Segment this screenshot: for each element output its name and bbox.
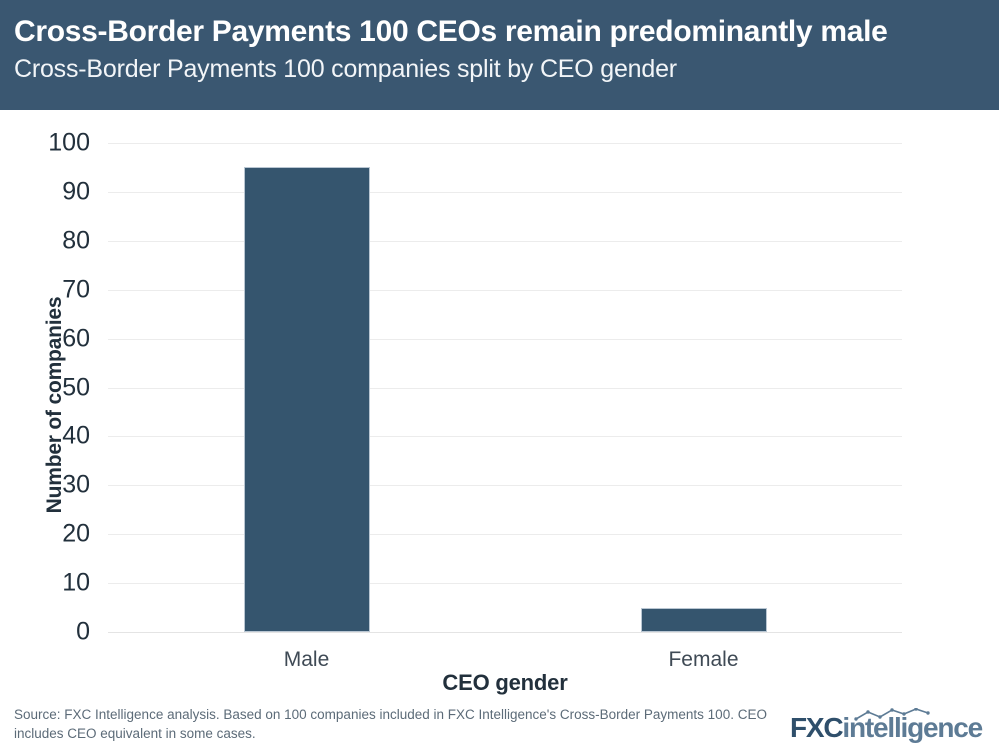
y-tick-label: 90 xyxy=(62,177,90,206)
x-axis-title: CEO gender xyxy=(442,670,568,695)
y-tick-label: 60 xyxy=(62,324,90,353)
gridline xyxy=(108,289,902,291)
y-tick-label: 70 xyxy=(62,275,90,304)
x-tick-label-female: Female xyxy=(668,648,739,671)
chart-body: Number of companies 100 90 80 70 60 50 40 30 20 1… xyxy=(0,110,999,700)
gridline xyxy=(108,583,902,585)
y-tick-label: 100 xyxy=(48,128,90,157)
y-tick-label: 30 xyxy=(62,470,90,499)
fxc-intelligence-logo: FXCintelligence xyxy=(790,708,990,742)
gridline xyxy=(108,485,902,487)
source-note: Source: FXC Intelligence analysis. Based… xyxy=(14,707,767,741)
gridline xyxy=(108,338,902,340)
y-tick-label: 0 xyxy=(76,617,90,646)
gridline xyxy=(108,632,902,633)
y-tick-label: 10 xyxy=(62,568,90,597)
gridline xyxy=(108,534,902,536)
plot-area: 100 90 80 70 60 50 40 30 20 10 0 Male Female xyxy=(48,130,902,671)
gridline xyxy=(108,240,902,242)
page-title: Cross-Border Payments 100 CEOs remain pr… xyxy=(14,15,888,48)
gridline xyxy=(108,143,902,144)
gridline xyxy=(108,436,902,438)
bar-female[interactable] xyxy=(640,607,767,632)
gridline xyxy=(108,191,902,193)
chart-footer: Source: FXC Intelligence analysis. Based… xyxy=(0,700,999,749)
bar-male[interactable] xyxy=(243,167,370,632)
y-tick-label: 50 xyxy=(62,373,90,401)
y-tick-label: 80 xyxy=(62,226,90,255)
logo-secondary-text: intelligence xyxy=(842,712,983,743)
chart-header: Cross-Border Payments 100 CEOs remain pr… xyxy=(0,0,999,110)
page-subtitle: Cross-Border Payments 100 companies spli… xyxy=(14,55,677,83)
y-tick-label: 20 xyxy=(62,519,90,548)
gridline xyxy=(108,387,902,389)
spark-line-icon xyxy=(854,708,930,721)
logo-primary-text: FXC xyxy=(790,712,844,743)
y-tick-label: 40 xyxy=(62,421,90,450)
x-tick-label-male: Male xyxy=(283,648,330,671)
logo-wordmark: FXCintelligence xyxy=(790,712,983,743)
